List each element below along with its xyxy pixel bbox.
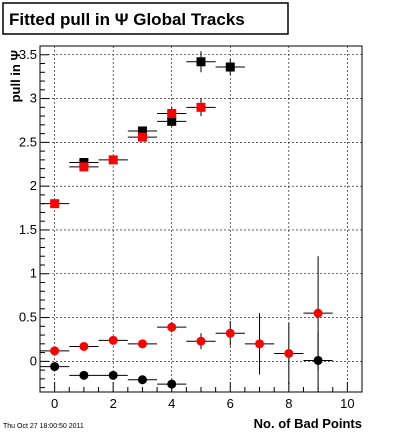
data-point-circle (137, 339, 147, 349)
x-tick-label: 0 (51, 396, 58, 411)
y-tick-label: 0.5 (19, 310, 37, 325)
data-point-circle (50, 346, 60, 356)
x-tick-label: 4 (168, 396, 175, 411)
data-point-square (225, 62, 235, 72)
y-tick-label: 1 (30, 266, 37, 281)
data-point-square (137, 132, 147, 142)
data-point-circle (108, 335, 118, 345)
data-point-square (79, 162, 89, 172)
data-point-circle (167, 379, 177, 389)
data-point-square (50, 199, 60, 209)
data-point-circle (225, 328, 235, 338)
y-tick-label: 3.5 (19, 47, 37, 62)
data-point-circle (50, 362, 60, 372)
data-point-square (196, 102, 206, 112)
data-point-circle (137, 375, 147, 385)
data-point-square (108, 155, 118, 165)
chart-title-box (2, 2, 289, 35)
y-axis-label: pull in Ψ (8, 50, 23, 102)
x-tick-label: 6 (227, 396, 234, 411)
y-tick-label: 2 (30, 178, 37, 193)
chart-title: Fitted pull in Ψ Global Tracks (9, 10, 245, 29)
data-point-circle (313, 308, 323, 318)
data-point-circle (196, 336, 206, 346)
data-point-square (137, 126, 147, 136)
x-tick-label: 8 (285, 396, 292, 411)
y-tick-label: 1.5 (19, 222, 37, 237)
x-tick-label: 10 (340, 396, 354, 411)
data-points (40, 51, 333, 390)
data-point-square (167, 116, 177, 126)
data-point-circle (108, 370, 118, 380)
x-tick-label: 2 (110, 396, 117, 411)
axis-ticks: 0 0.5 1 1.5 2 2.5 3 3.5 0 2 4 6 8 10 (19, 45, 355, 411)
timestamp: Thu Oct 27 18:00:50 2011 (3, 423, 84, 430)
data-point-circle (167, 322, 177, 332)
y-tick-label: 3 (30, 91, 37, 106)
data-point-square (167, 108, 177, 118)
y-tick-label: 0 (30, 353, 37, 368)
data-point-square (196, 57, 206, 67)
y-tick-label: 2.5 (19, 134, 37, 149)
data-point-circle (79, 341, 89, 351)
data-point-circle (79, 370, 89, 380)
x-axis-label: No. of Bad Points (254, 416, 362, 431)
data-point-circle (255, 339, 265, 349)
data-point-circle (284, 348, 294, 358)
